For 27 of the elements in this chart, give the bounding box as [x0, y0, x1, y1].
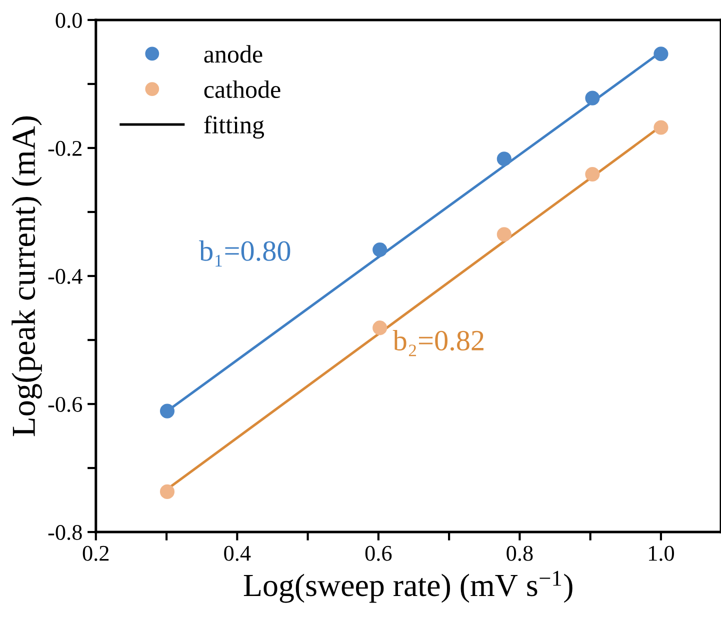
y-tick-label: -0.2: [48, 140, 82, 156]
point: [585, 90, 600, 106]
x-tick-label: 0.6: [365, 546, 392, 561]
x-axis-title: Log(sweep rate) (mV s$^{−1}$): [244, 570, 572, 603]
point: [160, 404, 175, 418]
annotation: b₂=0.82: [392, 330, 484, 356]
y-tick-label: 0.0: [56, 12, 82, 28]
point: [496, 227, 512, 242]
x-tick-label: 1.0: [649, 546, 674, 561]
point: [654, 46, 668, 62]
x-tick-label: 0.2: [82, 546, 109, 561]
legend-label: fitting: [204, 116, 264, 139]
y-tick-label: -0.6: [48, 396, 82, 412]
x-tick-label: 0.8: [506, 546, 533, 561]
legend-label: cathode: [204, 80, 280, 98]
annotation: b₁=0.80: [199, 240, 290, 266]
y-axis-title: Log(peak current) (mA): [12, 116, 42, 436]
point: [654, 120, 668, 135]
x-tick-label: 0.4: [224, 546, 251, 561]
point: [372, 242, 388, 258]
point: [372, 320, 388, 336]
point: [496, 152, 512, 166]
point: [160, 484, 175, 499]
y-tick-label: -0.4: [48, 268, 82, 284]
legend-label: anode: [204, 45, 262, 63]
point: [585, 166, 600, 182]
y-tick-label: -0.8: [48, 524, 82, 540]
